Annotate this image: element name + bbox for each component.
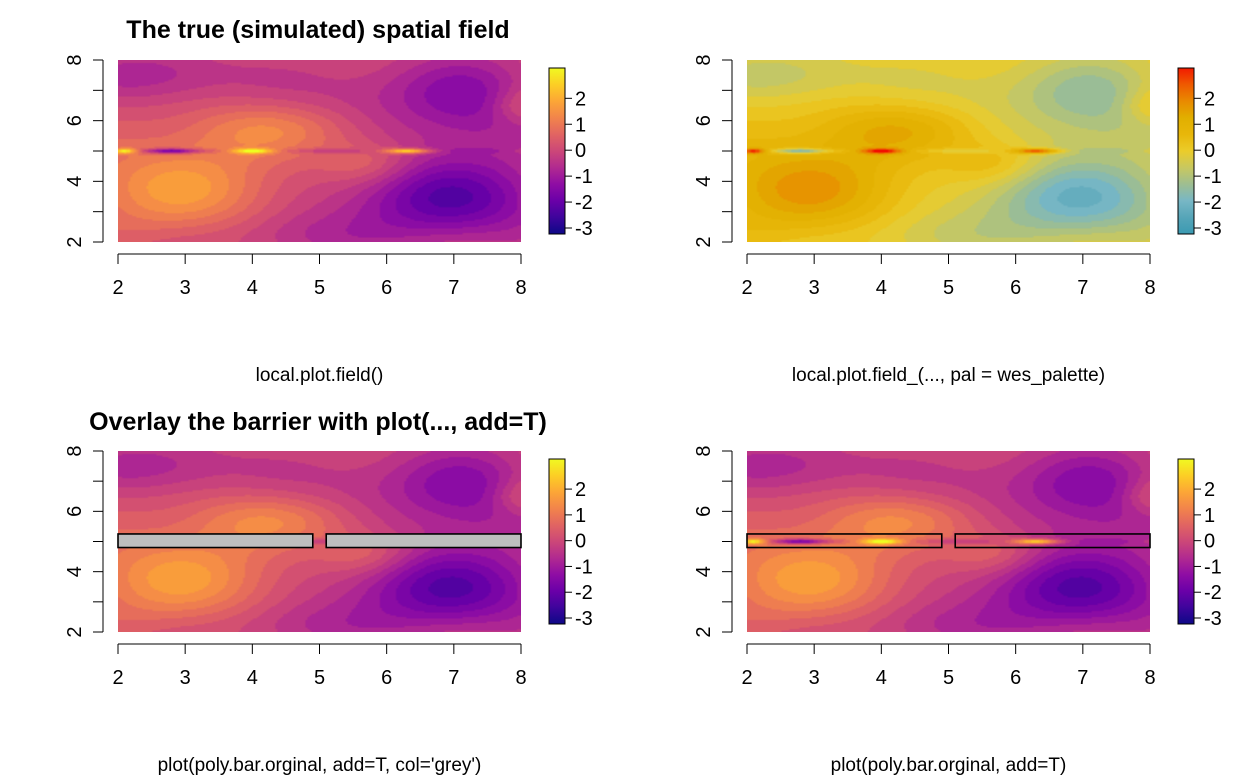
y-tick-label: 6 [64,506,86,517]
colorbar-tick-label: 1 [575,505,586,527]
x-tick-label: 6 [381,277,392,299]
panel-1: The true (simulated) spatial field 2 3 4 5 6 7… [64,16,593,386]
barrier-polygon-1 [746,533,943,549]
x-tick-label: 4 [876,277,887,299]
field-heatmap [747,451,1150,632]
x-tick-label: 5 [314,667,325,689]
x-tick-label: 4 [247,277,258,299]
x-tick-label: 3 [180,667,191,689]
colorbar-tick-label: -2 [575,582,593,604]
y-tick-label: 2 [64,236,86,247]
barrier-polygon-2 [325,533,522,549]
x-tick-label: 8 [515,277,526,299]
panel-caption: plot(poly.bar.orginal, add=T, col='grey'… [158,755,482,776]
colorbar-tick-label: -3 [575,608,593,630]
barrier-polygon-1 [117,533,314,549]
colorbar-tick-label: -1 [1204,556,1222,578]
x-tick-label: 2 [741,277,752,299]
colorbar-tick-label: -3 [575,218,593,240]
colorbar-tick-label: -1 [1204,166,1222,188]
x-tick-label: 8 [1144,277,1155,299]
y-tick-label: 4 [693,176,715,187]
x-tick-label: 6 [381,667,392,689]
colorbar [548,67,566,235]
x-tick-label: 6 [1010,667,1021,689]
colorbar-tick-label: 0 [575,531,586,553]
panel-title: The true (simulated) spatial field [126,16,509,44]
panel-title: Overlay the barrier with plot(..., add=T… [89,408,547,436]
panel-caption: local.plot.field() [256,365,384,386]
colorbar-tick-label: -1 [575,556,593,578]
barrier-polygon-2 [954,533,1151,549]
x-tick-label: 5 [314,277,325,299]
panel-2: 2 3 4 5 6 7 8 2 4 6 8 2 1 0 -1 -2 -3 local.plot.field_(..… [693,54,1222,386]
x-tick-label: 7 [1077,667,1088,689]
colorbar-tick-label: 1 [1204,505,1215,527]
y-tick-label: 6 [693,115,715,126]
y-tick-label: 8 [64,54,86,65]
colorbar-tick-label: -2 [575,192,593,214]
panel-caption: plot(poly.bar.orginal, add=T) [831,755,1067,776]
colorbar [548,458,566,625]
x-tick-label: 3 [809,667,820,689]
colorbar-tick-label: 2 [1204,479,1215,501]
colorbar-tick-label: 2 [575,479,586,501]
colorbar-tick-label: 1 [575,114,586,136]
x-tick-label: 2 [112,277,123,299]
y-tick-label: 2 [64,626,86,637]
colorbar-tick-label: -2 [1204,192,1222,214]
y-tick-label: 8 [693,54,715,65]
y-tick-label: 4 [693,566,715,577]
x-tick-label: 4 [876,667,887,689]
colorbar-tick-label: -2 [1204,582,1222,604]
x-tick-label: 3 [809,277,820,299]
x-tick-label: 8 [1144,667,1155,689]
y-tick-label: 4 [64,566,86,577]
y-tick-label: 6 [693,506,715,517]
x-tick-label: 7 [448,277,459,299]
colorbar-tick-label: 0 [1204,531,1215,553]
x-tick-label: 7 [1077,277,1088,299]
x-tick-label: 2 [112,667,123,689]
colorbar-tick-label: 0 [575,140,586,162]
colorbar-tick-label: 2 [575,88,586,110]
x-tick-label: 2 [741,667,752,689]
x-tick-label: 4 [247,667,258,689]
colorbar [1177,67,1195,235]
x-tick-label: 3 [180,277,191,299]
y-tick-label: 8 [64,445,86,456]
colorbar-tick-label: -3 [1204,218,1222,240]
colorbar-tick-label: 1 [1204,114,1215,136]
x-tick-label: 5 [943,277,954,299]
colorbar [1177,458,1195,625]
y-tick-label: 8 [693,445,715,456]
y-tick-label: 6 [64,115,86,126]
colorbar-tick-label: -3 [1204,608,1222,630]
x-tick-label: 6 [1010,277,1021,299]
panel-4: 2 3 4 5 6 7 8 2 4 6 8 2 1 0 -1 -2 -3 plot(poly.bar.orgina… [693,445,1222,776]
colorbar-tick-label: 0 [1204,140,1215,162]
panel-3: Overlay the barrier with plot(..., add=T… [64,408,593,776]
y-tick-label: 2 [693,236,715,247]
y-tick-label: 2 [693,626,715,637]
field-heatmap [747,60,1150,242]
x-tick-label: 7 [448,667,459,689]
field-heatmap [118,60,521,242]
x-tick-label: 8 [515,667,526,689]
colorbar-tick-label: 2 [1204,88,1215,110]
colorbar-tick-label: -1 [575,166,593,188]
panel-caption: local.plot.field_(..., pal = wes_palette… [792,365,1105,386]
y-tick-label: 4 [64,176,86,187]
x-tick-label: 5 [943,667,954,689]
